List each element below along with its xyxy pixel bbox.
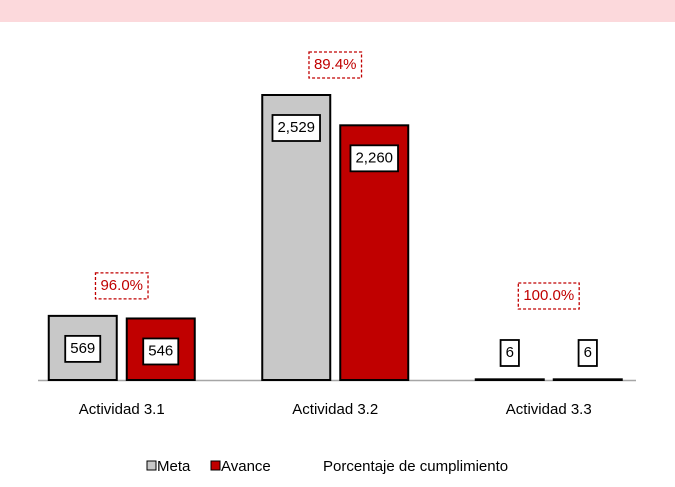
data-label-box: [349, 144, 399, 173]
data-label: 6: [506, 344, 514, 361]
data-label: 6: [584, 344, 592, 361]
percentage-label-box: [94, 272, 149, 300]
data-label: 2,260: [355, 149, 393, 166]
x-tick-label: Actividad 3.2: [292, 401, 378, 418]
percentage-label-box: [308, 51, 363, 79]
legend-swatch: [146, 460, 157, 471]
legend-label: Meta: [157, 458, 191, 475]
header-band: [0, 0, 675, 22]
bar: [552, 378, 623, 382]
data-label: 2,529: [277, 119, 315, 136]
legend-label: Porcentaje de cumplimiento: [323, 458, 508, 475]
data-label-box: [499, 339, 520, 367]
data-label-box: [142, 337, 180, 366]
data-label: 546: [148, 342, 173, 359]
percentage-label: 96.0%: [100, 277, 143, 294]
bar: [261, 94, 332, 381]
legend-swatch: [210, 460, 221, 471]
percentage-label-box: [517, 282, 580, 310]
data-label: 569: [70, 340, 95, 357]
bar: [474, 378, 545, 382]
x-tick-label: Actividad 3.1: [79, 401, 165, 418]
legend-label: Avance: [221, 458, 271, 475]
percentage-label: 89.4%: [314, 56, 357, 73]
data-label-box: [64, 334, 102, 363]
data-label-box: [271, 114, 321, 142]
x-tick-label: Actividad 3.3: [506, 401, 592, 418]
percentage-label: 100.0%: [523, 287, 574, 304]
data-label-box: [577, 339, 598, 367]
